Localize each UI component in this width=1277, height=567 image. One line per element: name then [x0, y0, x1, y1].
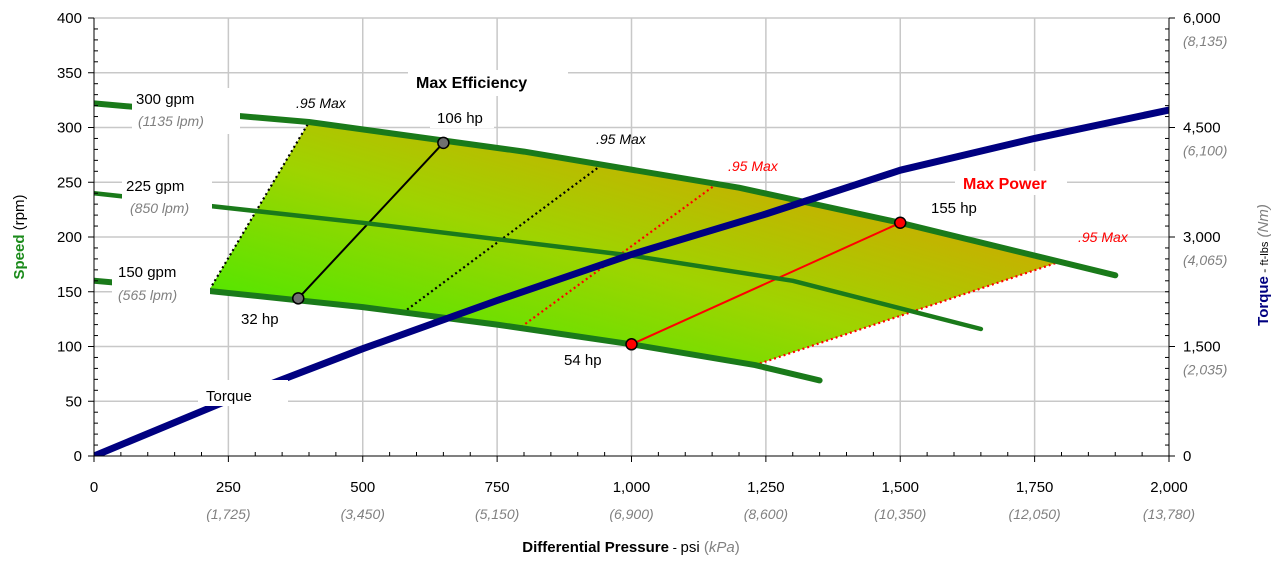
label-225gpm-sub: (850 lpm): [130, 200, 189, 216]
efficiency-line-5: [754, 260, 1062, 367]
hp-label-106: 106 hp: [437, 110, 483, 127]
y-right-tick-label-3: 4,500: [1183, 120, 1221, 137]
y-left-tick-label-7: 350: [57, 65, 82, 82]
x-tick-sublabel-2: (3,450): [341, 506, 385, 522]
annotations: Max Efficiency Max Power .95 Max .95 Max…: [241, 70, 1129, 369]
x-tick-label-0: 0: [90, 479, 98, 496]
label-max-power: Max Power: [963, 176, 1047, 193]
y-axis-left-title: Speed (rpm): [11, 194, 28, 279]
x-tick-sublabel-5: (8,600): [744, 506, 788, 522]
label-300gpm-sub: (1135 lpm): [138, 113, 204, 129]
y-right-tick-sublabel-2: (4,065): [1183, 252, 1227, 268]
x-tick-label-5: 1,250: [747, 479, 785, 496]
y-left-tick-label-3: 150: [57, 284, 82, 301]
x-tick-sublabel-8: (13,780): [1143, 506, 1195, 522]
y-left-tick-label-5: 250: [57, 174, 82, 191]
y-left-tick-label-6: 300: [57, 120, 82, 137]
series-labels: 300 gpm (1135 lpm) 225 gpm (850 lpm) 150…: [112, 88, 288, 406]
marker-2: [894, 216, 907, 230]
x-tick-sublabel-6: (10,350): [874, 506, 926, 522]
label-150gpm: 150 gpm: [118, 264, 176, 281]
y-left-tick-label-4: 200: [57, 229, 82, 246]
x-tick-sublabel-7: (12,050): [1009, 506, 1061, 522]
x-tick-label-6: 1,500: [881, 479, 919, 496]
eff-label-2: .95 Max: [596, 131, 647, 147]
marker-1: [292, 292, 305, 305]
hp-label-54: 54 hp: [564, 352, 602, 369]
efficiency-line-1: [297, 142, 445, 299]
label-150gpm-sub: (565 lpm): [118, 287, 177, 303]
marker-0: [437, 136, 450, 150]
y-right-tick-label-1: 1,500: [1183, 339, 1221, 356]
y-right-tick-label-0: 0: [1183, 448, 1191, 465]
marker-3: [625, 338, 638, 351]
x-tick-label-3: 750: [485, 479, 510, 496]
x-tick-label-8: 2,000: [1150, 479, 1188, 496]
y-right-tick-sublabel-4: (8,135): [1183, 33, 1227, 49]
hp-label-155: 155 hp: [931, 200, 977, 217]
y-axis-right-title: Torque - ft-lbs (Nm): [1255, 204, 1272, 326]
y-left-tick-label-0: 0: [74, 448, 82, 465]
eff-label-1: .95 Max: [296, 95, 347, 111]
x-tick-sublabel-3: (5,150): [475, 506, 519, 522]
x-tick-label-1: 250: [216, 479, 241, 496]
eff-label-4: .95 Max: [1078, 229, 1129, 245]
power-markers: [292, 136, 907, 351]
y-right-tick-label-2: 3,000: [1183, 229, 1221, 246]
y-left-tick-label-8: 400: [57, 10, 82, 27]
label-max-efficiency: Max Efficiency: [416, 75, 527, 92]
efficiency-line-2: [402, 163, 603, 314]
x-tick-label-7: 1,750: [1016, 479, 1054, 496]
x-tick-sublabel-1: (1,725): [206, 506, 250, 522]
x-tick-label-4: 1,000: [613, 479, 651, 496]
hp-label-32: 32 hp: [241, 311, 279, 328]
x-axis-title: Differential Pressure - psi (kPa): [522, 539, 740, 556]
y-right-tick-sublabel-3: (6,100): [1183, 143, 1227, 159]
y-right-tick-sublabel-1: (2,035): [1183, 362, 1227, 378]
y-right-tick-label-4: 6,000: [1183, 10, 1221, 27]
label-torque: Torque: [206, 388, 252, 405]
series-line-0: [94, 100, 1119, 279]
x-tick-sublabel-4: (6,900): [609, 506, 653, 522]
y-left-tick-label-1: 50: [65, 393, 82, 410]
x-tick-label-2: 500: [350, 479, 375, 496]
axis-titles: Differential Pressure - psi (kPa) Speed …: [11, 194, 1272, 556]
label-225gpm: 225 gpm: [126, 178, 184, 195]
y-left-tick-label-2: 100: [57, 339, 82, 356]
eff-label-3: .95 Max: [728, 158, 779, 174]
efficiency-line-4: [631, 221, 901, 346]
label-300gpm: 300 gpm: [136, 91, 194, 108]
axis-ticks: 0 50 100 150 200 250 300 350 400 0 1,500 (2,035) 3,0…: [57, 10, 1227, 522]
